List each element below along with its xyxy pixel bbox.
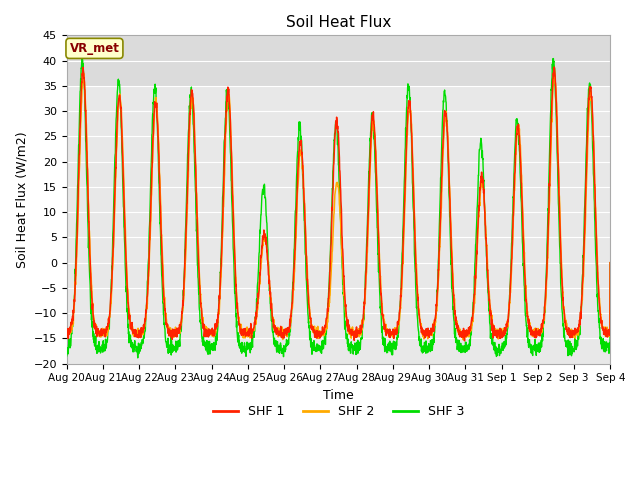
Text: VR_met: VR_met bbox=[70, 42, 120, 55]
SHF 2 bbox=[559, 290, 566, 296]
Line: SHF 2: SHF 2 bbox=[67, 70, 611, 340]
SHF 2 bbox=[354, 330, 362, 336]
SHF 3 bbox=[78, 55, 86, 61]
SHF 1 bbox=[461, 338, 468, 344]
Legend: SHF 1, SHF 2, SHF 3: SHF 1, SHF 2, SHF 3 bbox=[208, 400, 469, 423]
SHF 1 bbox=[354, 329, 362, 335]
SHF 2 bbox=[607, 260, 614, 265]
SHF 2 bbox=[214, 312, 222, 318]
SHF 3 bbox=[134, 355, 141, 361]
SHF 1 bbox=[607, 260, 614, 265]
Line: SHF 1: SHF 1 bbox=[67, 67, 611, 341]
SHF 1 bbox=[63, 333, 70, 339]
SHF 1 bbox=[214, 310, 222, 315]
X-axis label: Time: Time bbox=[323, 389, 354, 402]
Bar bbox=[67, 36, 611, 86]
Title: Soil Heat Flux: Soil Heat Flux bbox=[286, 15, 391, 30]
Line: SHF 3: SHF 3 bbox=[67, 58, 611, 358]
SHF 2 bbox=[574, 326, 582, 332]
SHF 3 bbox=[574, 339, 582, 345]
SHF 3 bbox=[559, 316, 566, 322]
SHF 2 bbox=[366, 173, 374, 179]
SHF 3 bbox=[367, 138, 374, 144]
SHF 2 bbox=[63, 329, 70, 335]
SHF 2 bbox=[497, 330, 504, 336]
SHF 1 bbox=[497, 336, 504, 341]
Y-axis label: Soil Heat Flux (W/m2): Soil Heat Flux (W/m2) bbox=[15, 131, 28, 268]
SHF 1 bbox=[550, 64, 558, 70]
SHF 1 bbox=[574, 325, 582, 331]
SHF 3 bbox=[355, 339, 362, 345]
SHF 2 bbox=[550, 67, 558, 72]
SHF 3 bbox=[63, 353, 70, 359]
SHF 1 bbox=[366, 163, 374, 169]
SHF 3 bbox=[497, 350, 504, 356]
SHF 2 bbox=[460, 337, 467, 343]
SHF 3 bbox=[215, 311, 223, 316]
SHF 1 bbox=[559, 297, 566, 303]
SHF 3 bbox=[607, 260, 614, 265]
